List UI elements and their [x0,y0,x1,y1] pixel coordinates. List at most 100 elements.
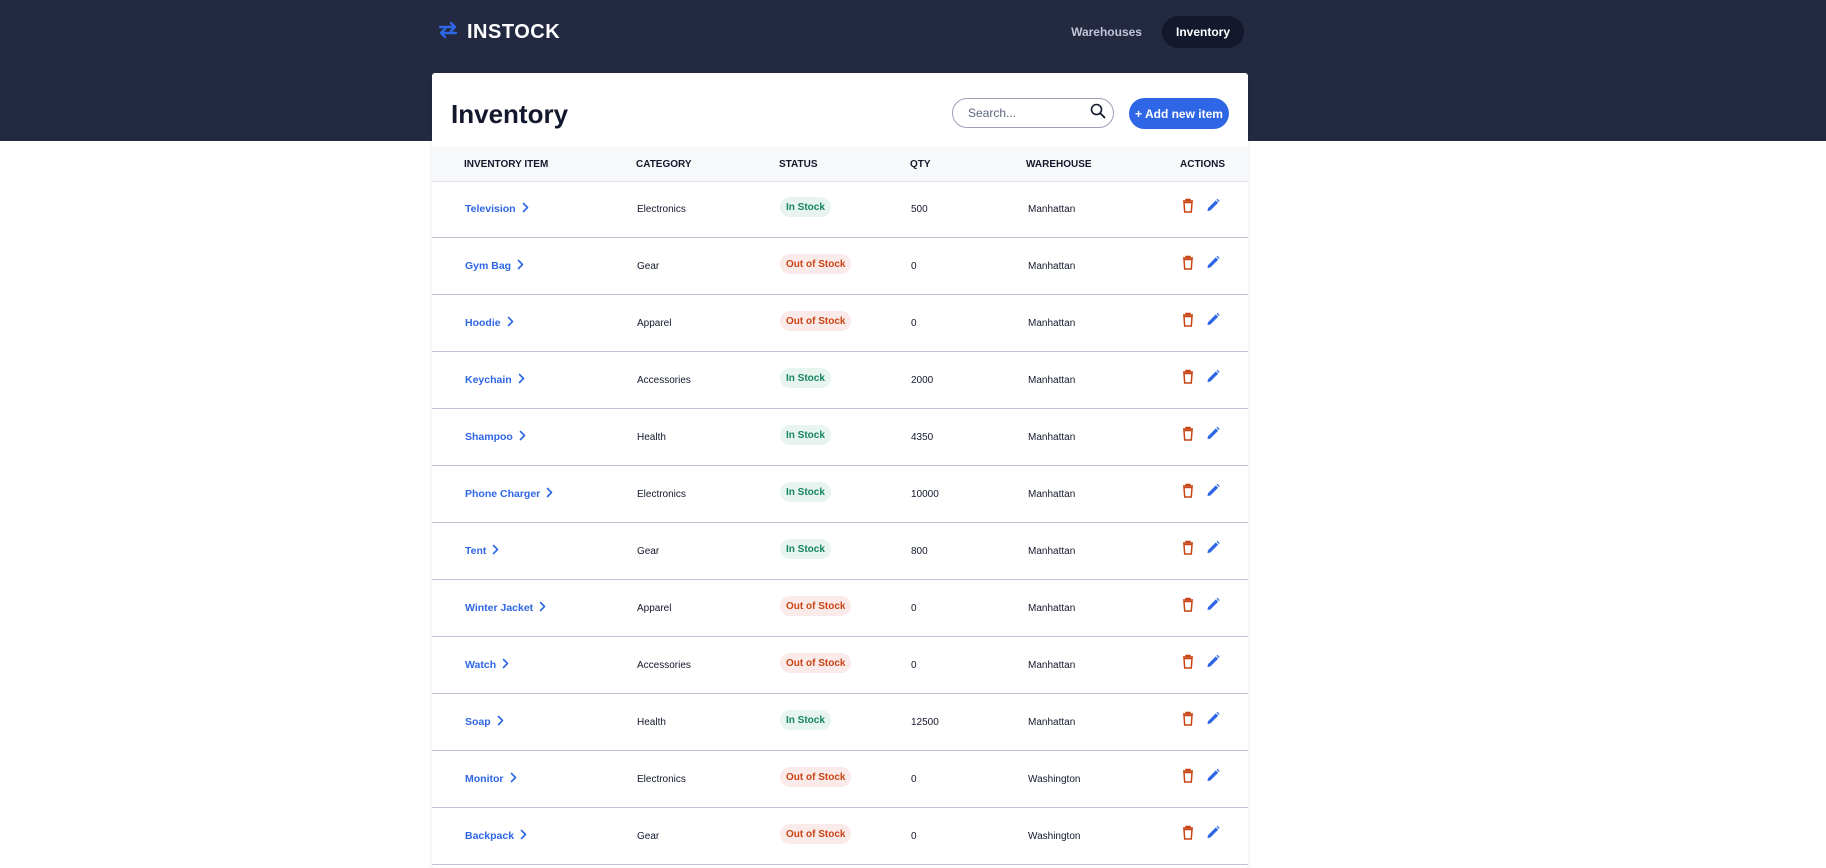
edit-pencil-icon[interactable] [1206,710,1220,726]
delete-icon[interactable] [1181,596,1195,612]
item-name: Monitor [465,773,504,785]
search-box[interactable] [952,98,1114,128]
item-warehouse: Manhattan [1028,602,1076,614]
item-name: Television [465,203,516,215]
item-link[interactable]: Gym Bag [465,259,524,273]
item-category: Gear [637,260,660,272]
inventory-table-body: Television Electronics In Stock 500 Manhatta… [432,181,1248,865]
item-link[interactable]: Backpack [465,829,527,843]
item-warehouse: Manhattan [1028,716,1076,728]
item-link[interactable]: Keychain [465,373,525,387]
edit-pencil-icon[interactable] [1206,368,1220,384]
delete-icon[interactable] [1181,767,1195,783]
nav-inventory[interactable]: Inventory [1161,16,1244,48]
edit-pencil-icon[interactable] [1206,311,1220,327]
item-name: Winter Jacket [465,602,534,614]
item-warehouse: Manhattan [1028,488,1076,500]
item-qty: 800 [911,545,928,557]
status-badge: Out of Stock [780,767,852,787]
item-link[interactable]: Television [465,202,529,216]
app-name: INSTOCK [467,20,561,43]
edit-pencil-icon[interactable] [1206,539,1220,555]
table-row: Television Electronics In Stock 500 Manhatta… [432,181,1248,238]
item-link[interactable]: Monitor [465,772,517,786]
edit-pencil-icon[interactable] [1206,197,1220,213]
delete-icon[interactable] [1181,482,1195,498]
item-warehouse: Manhattan [1028,431,1076,443]
delete-icon[interactable] [1181,368,1195,384]
edit-pencil-icon[interactable] [1206,254,1220,270]
main-nav: Warehouses Inventory [1057,16,1244,48]
item-qty: 10000 [911,488,939,500]
header-inventory-item[interactable]: INVENTORY ITEM [464,159,549,170]
status-badge: In Stock [780,539,831,559]
item-qty: 0 [911,602,917,614]
item-link[interactable]: Winter Jacket [465,601,546,615]
item-link[interactable]: Phone Charger [465,487,553,501]
table-row: Tent Gear In Stock 800 Manhattan [432,523,1248,580]
instock-logo[interactable]: INSTOCK [437,19,560,45]
nav-warehouses[interactable]: Warehouses [1071,25,1142,39]
delete-icon[interactable] [1181,254,1195,270]
item-name: Phone Charger [465,488,541,500]
delete-icon[interactable] [1181,425,1195,441]
chevron-right-icon [497,715,504,729]
delete-icon[interactable] [1181,653,1195,669]
item-qty: 0 [911,317,917,329]
status-badge: In Stock [780,368,831,388]
item-link[interactable]: Tent [465,544,499,558]
page-title: Inventory [451,99,569,129]
header-category[interactable]: CATEGORY [636,159,692,170]
item-warehouse: Washington [1028,830,1081,842]
status-badge: In Stock [780,197,831,217]
item-link[interactable]: Shampoo [465,430,526,444]
item-category: Accessories [637,659,691,671]
header-warehouse[interactable]: WAREHOUSE [1026,159,1092,170]
edit-pencil-icon[interactable] [1206,425,1220,441]
chevron-right-icon [492,544,499,558]
item-warehouse: Manhattan [1028,659,1076,671]
chevron-right-icon [546,487,553,501]
item-link[interactable]: Watch [465,658,509,672]
item-category: Apparel [637,317,672,329]
swap-arrows-icon [437,20,459,45]
chevron-right-icon [502,658,509,672]
item-name: Soap [465,716,491,728]
edit-pencil-icon[interactable] [1206,482,1220,498]
header-status[interactable]: STATUS [779,159,818,170]
delete-icon[interactable] [1181,710,1195,726]
item-link[interactable]: Soap [465,715,504,729]
item-name: Backpack [465,830,515,842]
item-category: Electronics [637,773,686,785]
item-qty: 0 [911,773,917,785]
edit-pencil-icon[interactable] [1206,596,1220,612]
delete-icon[interactable] [1181,197,1195,213]
item-qty: 0 [911,260,917,272]
table-row: Winter Jacket Apparel Out of Stock 0 Manhatt… [432,580,1248,637]
status-badge: Out of Stock [780,311,852,331]
item-qty: 0 [911,659,917,671]
item-link[interactable]: Hoodie [465,316,514,330]
edit-pencil-icon[interactable] [1206,824,1220,840]
table-row: Hoodie Apparel Out of Stock 0 Manhattan [432,295,1248,352]
status-badge: Out of Stock [780,254,852,274]
delete-icon[interactable] [1181,311,1195,327]
item-warehouse: Manhattan [1028,203,1076,215]
header-qty[interactable]: QTY [910,159,931,170]
item-name: Shampoo [465,431,513,443]
edit-pencil-icon[interactable] [1206,767,1220,783]
search-input[interactable] [966,105,1090,121]
item-qty: 12500 [911,716,939,728]
chevron-right-icon [518,373,525,387]
chevron-right-icon [507,316,514,330]
add-new-item-button[interactable]: + Add new item [1129,98,1229,129]
item-category: Health [637,431,666,443]
delete-icon[interactable] [1181,539,1195,555]
delete-icon[interactable] [1181,824,1195,840]
status-badge: Out of Stock [780,596,852,616]
item-name: Watch [465,659,497,671]
search-icon[interactable] [1090,103,1106,124]
item-warehouse: Manhattan [1028,260,1076,272]
item-category: Electronics [637,488,686,500]
edit-pencil-icon[interactable] [1206,653,1220,669]
